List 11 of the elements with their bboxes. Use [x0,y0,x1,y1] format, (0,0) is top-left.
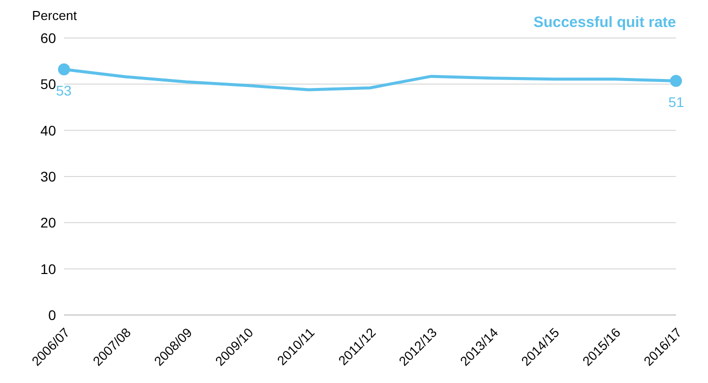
data-label: 53 [56,82,72,98]
y-tick-label: 30 [40,168,56,184]
y-axis-title: Percent [32,8,77,23]
text: Successful quit rate [533,14,676,31]
y-tick-label: 10 [40,260,56,277]
data-label: 51 [668,94,684,110]
y-tick-label: 0 [48,306,56,323]
y-tick-label: 60 [40,30,56,46]
y-tick-label: 20 [40,214,56,231]
y-tick-label: 40 [40,122,56,138]
y-tick-label: 50 [40,76,56,92]
